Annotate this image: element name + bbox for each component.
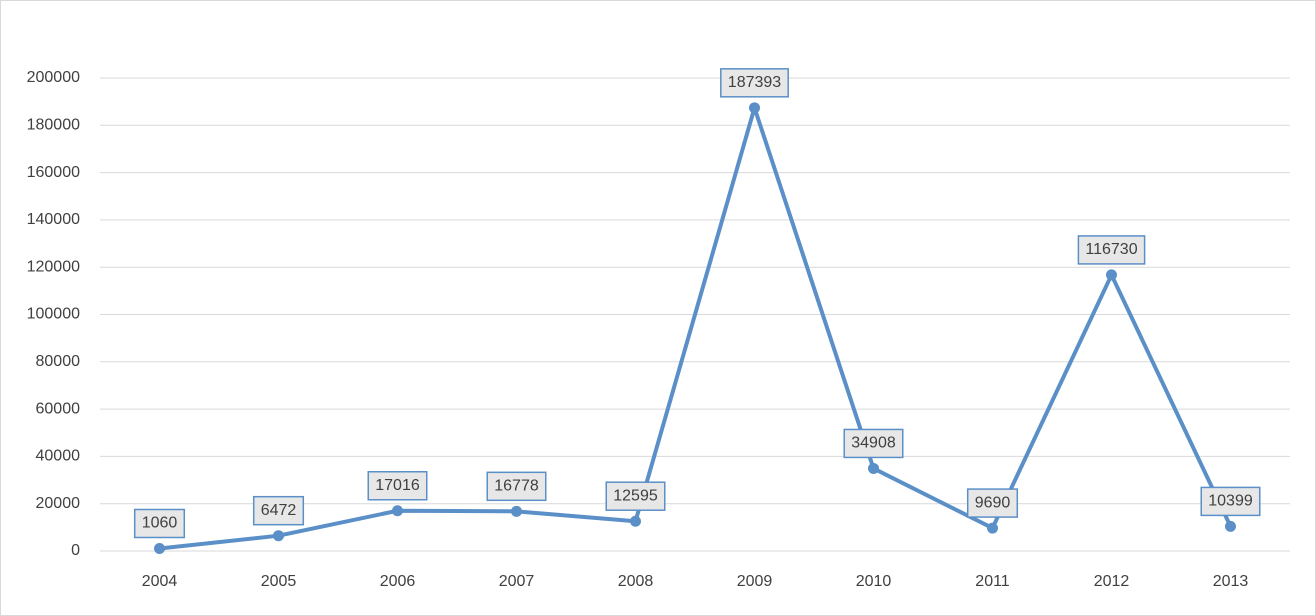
x-tick-label: 2007 — [499, 573, 535, 590]
x-tick-label: 2011 — [975, 573, 1010, 590]
data-label: 187393 — [728, 74, 781, 91]
data-line — [159, 105, 1233, 551]
y-tick-label: 0 — [71, 542, 80, 559]
data-label: 16778 — [494, 478, 539, 495]
data-label: 1060 — [142, 515, 178, 532]
data-point — [749, 102, 760, 114]
y-tick-label: 40000 — [36, 448, 81, 465]
data-point — [392, 505, 403, 517]
y-tick-label: 200000 — [27, 69, 80, 86]
y-tick-label: 60000 — [36, 400, 81, 417]
data-label: 34908 — [851, 435, 896, 452]
y-tick-label: 180000 — [27, 117, 80, 134]
data-label: 10399 — [1208, 493, 1253, 510]
y-tick-label: 100000 — [27, 306, 80, 323]
data-label-box — [1077, 235, 1146, 265]
data-label: 12595 — [613, 487, 658, 504]
data-label-box — [133, 508, 186, 539]
data-label: 17016 — [375, 477, 420, 494]
data-label-box — [966, 488, 1019, 518]
data-point — [630, 515, 641, 527]
x-tick-label: 2004 — [142, 573, 178, 590]
data-label-box — [486, 471, 547, 502]
y-tick-label: 140000 — [27, 211, 80, 228]
data-point — [987, 522, 998, 534]
x-tick-label: 2006 — [380, 573, 416, 590]
x-tick-label: 2009 — [737, 573, 773, 590]
data-label-box — [843, 428, 904, 459]
x-tick-label: 2010 — [856, 573, 892, 590]
y-tick-label: 80000 — [36, 353, 81, 370]
data-point — [273, 530, 284, 542]
data-label: 116730 — [1085, 241, 1137, 258]
x-tick-label: 2008 — [618, 573, 654, 590]
x-tick-label: 2005 — [261, 573, 297, 590]
y-tick-label: 120000 — [27, 258, 80, 275]
data-label: 6472 — [261, 502, 297, 519]
data-label-box — [252, 495, 305, 526]
data-point — [1106, 269, 1117, 281]
x-tick-label: 2013 — [1213, 573, 1249, 590]
data-point — [511, 505, 522, 517]
data-point — [1225, 520, 1236, 532]
data-label: 9690 — [975, 494, 1011, 511]
x-tick-label: 2012 — [1094, 573, 1130, 590]
data-label-box — [605, 481, 666, 511]
data-label-box — [367, 471, 428, 501]
y-tick-label: 20000 — [36, 495, 81, 512]
y-tick-label: 160000 — [27, 164, 80, 181]
data-point — [868, 462, 879, 474]
data-label-box — [720, 68, 789, 98]
data-point — [154, 542, 165, 554]
data-label-box — [1200, 486, 1261, 517]
